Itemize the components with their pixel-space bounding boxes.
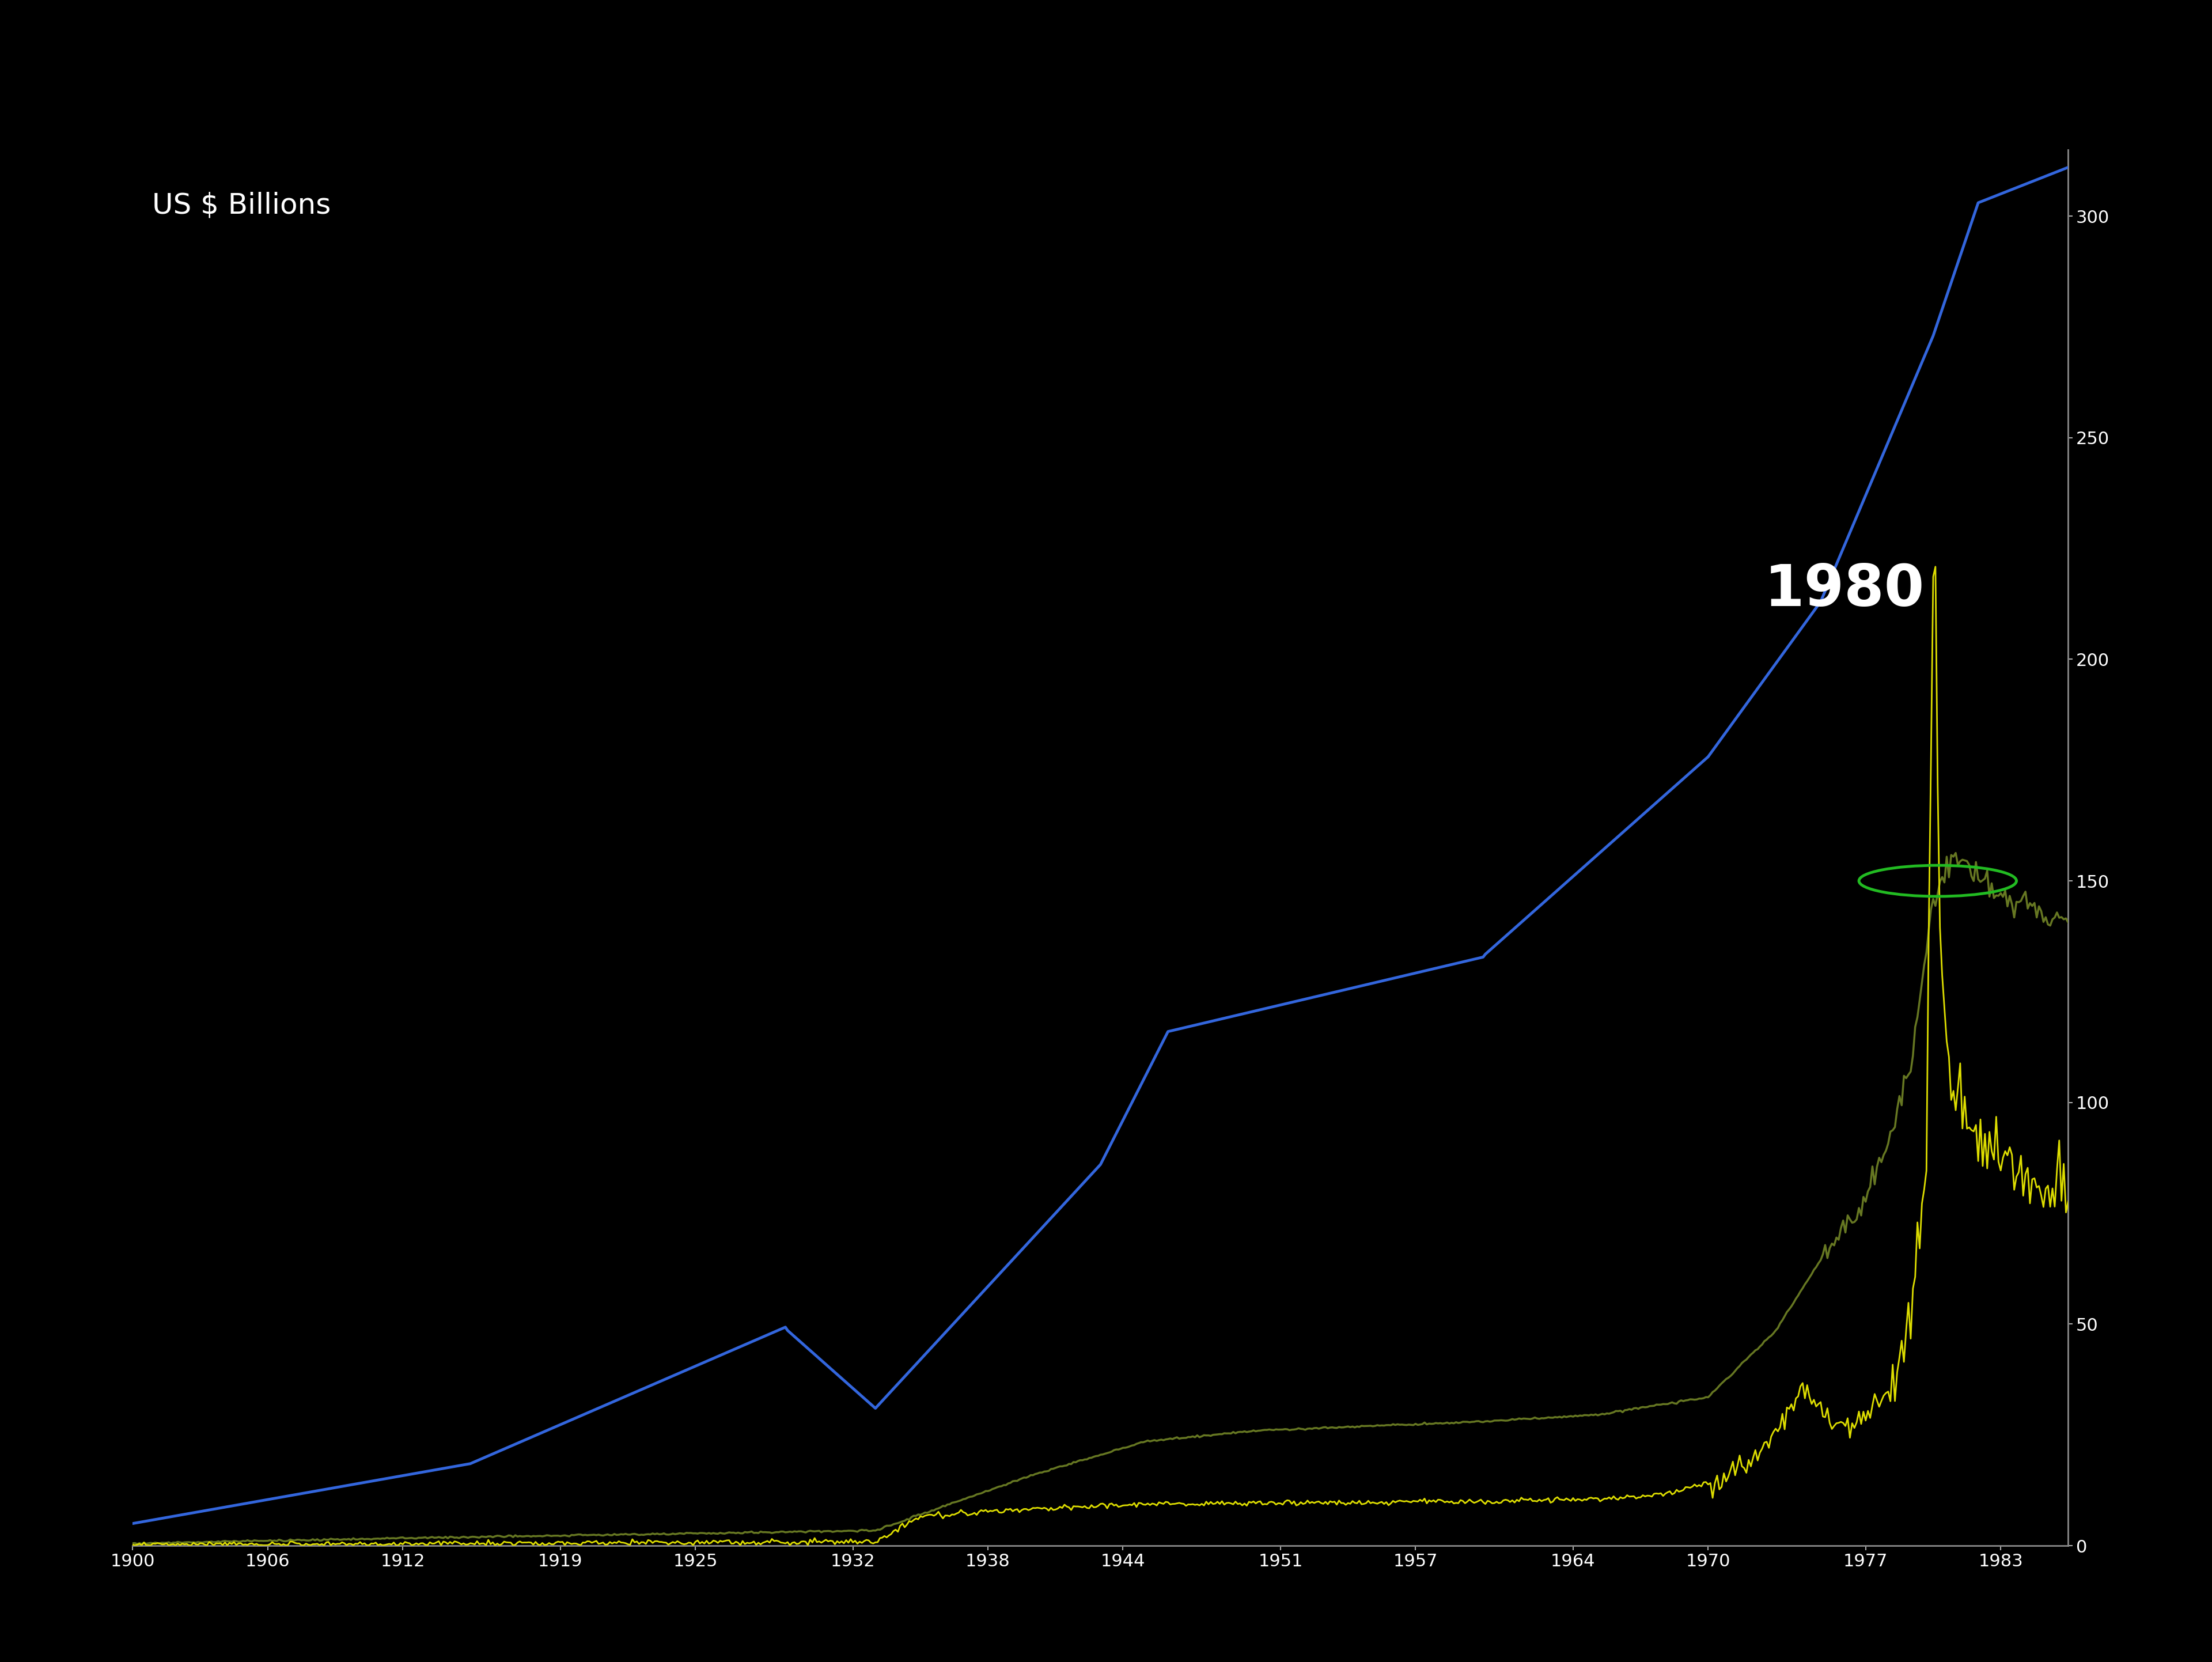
Text: 1980: 1980 [1765,562,1924,618]
Text: US $ Billions: US $ Billions [153,191,332,219]
